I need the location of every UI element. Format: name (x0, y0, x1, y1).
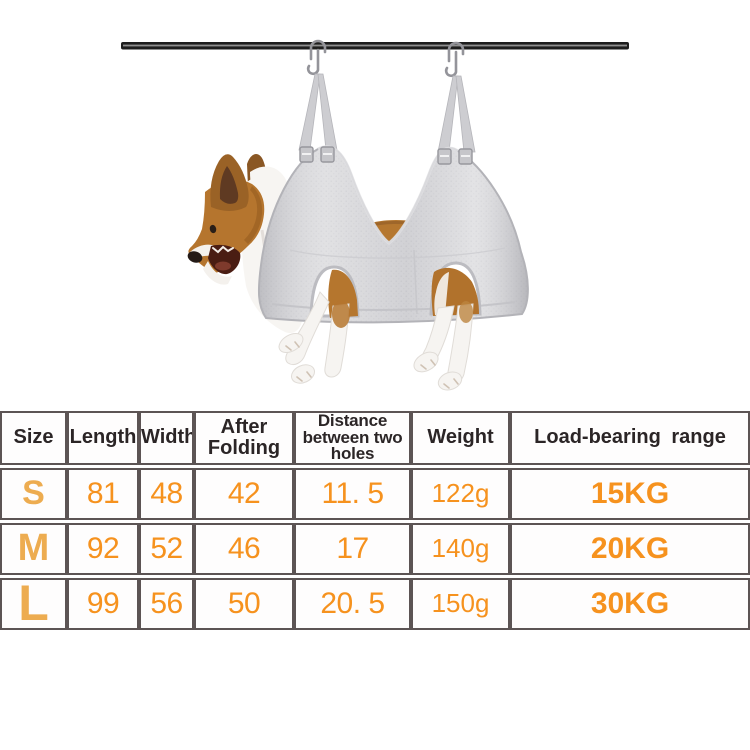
col-header-after-folding: After Folding (194, 411, 294, 465)
left-hook (306, 39, 327, 76)
cell-m-weight: 140g (411, 522, 510, 575)
cell-m-length: 92 (67, 522, 139, 575)
cell-m-size: M (0, 522, 67, 575)
cell-m-distance: 17 (294, 522, 411, 575)
col-header-width: Width (139, 411, 194, 465)
right-straps (437, 75, 476, 153)
table-row-l: L 99 56 50 20. 5 150g 30KG (0, 577, 750, 630)
col-header-weight: Weight (411, 411, 510, 465)
col-header-length: Length (67, 411, 139, 465)
cell-s-weight: 122g (411, 467, 510, 520)
dog-front-legs (278, 269, 358, 384)
col-header-load-bearing: Load-bearing range (510, 411, 750, 465)
table-row-m: M 92 52 46 17 140g 20KG (0, 522, 750, 575)
header-row: Size Length Width After Folding Distance… (0, 411, 750, 465)
dog-hind-legs (413, 267, 479, 391)
cell-l-load: 30KG (510, 577, 750, 630)
right-hook (444, 41, 465, 78)
hanging-rod (121, 42, 629, 50)
cell-m-after-folding: 46 (194, 522, 294, 575)
table-row-s: S 81 48 42 11. 5 122g 15KG (0, 467, 750, 520)
left-straps (298, 73, 338, 151)
col-header-size: Size (0, 411, 67, 465)
cell-s-distance: 11. 5 (294, 467, 411, 520)
cell-s-width: 48 (139, 467, 194, 520)
cell-l-length: 99 (67, 577, 139, 630)
cell-l-width: 56 (139, 577, 194, 630)
col-header-distance: Distance between two holes (294, 411, 411, 465)
hammock (257, 145, 529, 324)
cell-m-width: 52 (139, 522, 194, 575)
strap-buckles (299, 146, 473, 165)
size-chart-table: Size Length Width After Folding Distance… (0, 408, 750, 633)
dog-chin (203, 261, 232, 285)
cell-s-after-folding: 42 (194, 467, 294, 520)
cell-s-length: 81 (67, 467, 139, 520)
cell-s-load: 15KG (510, 467, 750, 520)
cell-m-load: 20KG (510, 522, 750, 575)
cell-s-size: S (0, 467, 67, 520)
cell-l-size: L (0, 577, 67, 630)
hammock-scene (121, 39, 629, 391)
cell-l-weight: 150g (411, 577, 510, 630)
dog-nose-icon (187, 251, 203, 263)
dog-eye-icon (209, 224, 217, 234)
cell-l-after-folding: 50 (194, 577, 294, 630)
cell-l-distance: 20. 5 (294, 577, 411, 630)
